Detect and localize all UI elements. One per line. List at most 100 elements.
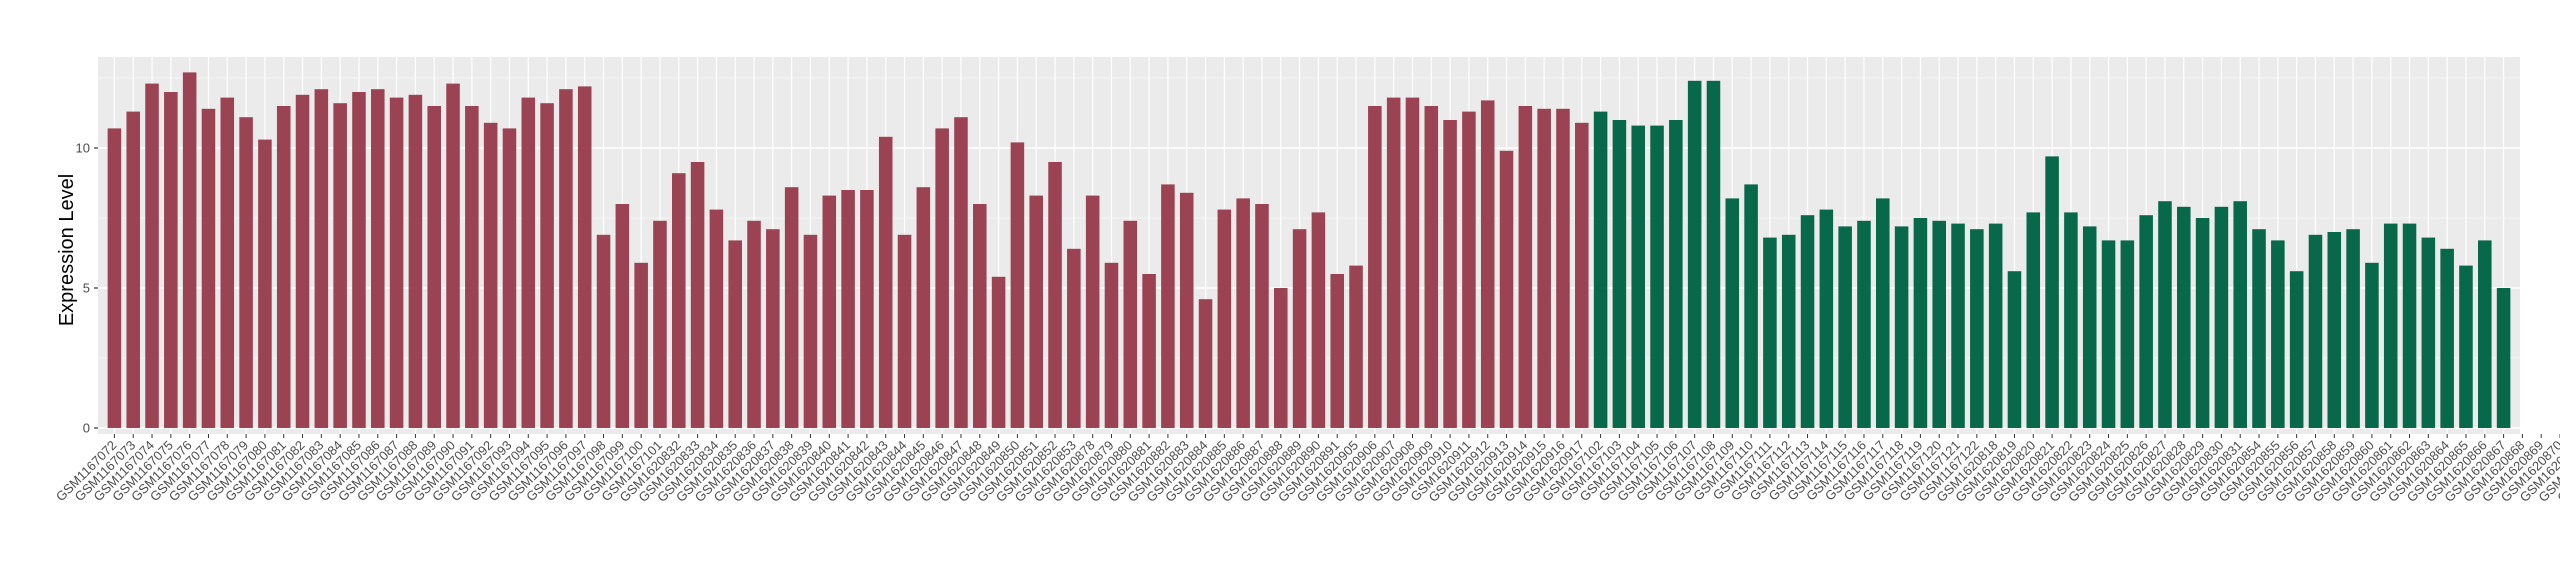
bar-GSM1620859 (2346, 229, 2360, 428)
bar-GSM1167092 (483, 122, 498, 429)
bar-GSM1167098 (596, 234, 611, 428)
bar-GSM1167087 (389, 97, 404, 428)
bar-GSM1167100 (634, 262, 648, 428)
y-axis-title: Expression Level (56, 174, 78, 326)
bar-GSM1620820 (2026, 212, 2041, 428)
bar-GSM1620849 (991, 276, 1006, 428)
bar-GSM1620851 (1029, 195, 1043, 428)
bar-GSM1620830 (2214, 206, 2229, 428)
bar-GSM1167099 (615, 204, 630, 428)
bar-GSM1620838 (784, 187, 799, 428)
bar-GSM1167091 (465, 106, 479, 428)
bar-GSM1167086 (371, 89, 385, 428)
bar-GSM1620860 (2365, 262, 2379, 428)
bar-GSM1620907 (1386, 97, 1401, 428)
bar-GSM1167120 (1932, 220, 1946, 428)
bar-GSM1620846 (935, 128, 949, 428)
bar-GSM1167077 (201, 108, 216, 429)
bar-GSM1167110 (1744, 184, 1758, 428)
bar-GSM1620823 (2082, 226, 2097, 428)
bar-GSM1167112 (1781, 234, 1796, 428)
bar-GSM1620827 (2158, 201, 2172, 428)
bar-GSM1620883 (1179, 192, 1194, 428)
bar-GSM1620831 (2233, 201, 2247, 428)
bar-GSM1167096 (559, 89, 573, 428)
bar-GSM1620913 (1499, 150, 1514, 429)
bar-GSM1167084 (333, 103, 347, 428)
bar-GSM1620842 (860, 190, 874, 428)
bar-GSM1620829 (2195, 218, 2210, 428)
bar-GSM1620852 (1048, 162, 1062, 428)
bar-GSM1620853 (1067, 248, 1081, 428)
bar-GSM1167108 (1706, 80, 1721, 429)
bar-GSM1620822 (2064, 212, 2078, 428)
bar-GSM1167082 (295, 94, 310, 429)
bar-GSM1620879 (1104, 262, 1119, 428)
bar-GSM1167105 (1650, 125, 1664, 428)
bar-GSM1167116 (1857, 220, 1871, 428)
bar-GSM1620854 (2252, 229, 2266, 428)
bar-GSM1620857 (2308, 234, 2323, 428)
bar-GSM1620862 (2402, 223, 2417, 428)
bar-GSM1620832 (672, 173, 686, 428)
bars (107, 72, 2511, 429)
bar-GSM1620910 (1443, 120, 1457, 428)
bar-GSM1167109 (1725, 198, 1740, 428)
bar-GSM1620839 (803, 234, 818, 428)
bar-GSM1167089 (427, 106, 441, 428)
bar-GSM1167079 (239, 117, 253, 428)
bar-GSM1620867 (2496, 288, 2511, 428)
bar-GSM1620845 (916, 187, 931, 428)
bar-GSM1620864 (2440, 248, 2454, 428)
bar-GSM1167118 (1894, 226, 1909, 428)
bar-GSM1620855 (2271, 240, 2285, 428)
bar-GSM1620835 (728, 240, 742, 428)
bar-GSM1620915 (1537, 108, 1551, 429)
bar-GSM1620881 (1142, 274, 1156, 428)
bar-GSM1167075 (164, 92, 178, 428)
plot-panel (98, 57, 2520, 434)
bar-GSM1167119 (1913, 218, 1928, 428)
bar-GSM1620880 (1123, 220, 1138, 428)
bar-GSM1620912 (1480, 100, 1495, 429)
bar-GSM1620837 (766, 229, 780, 428)
bar-GSM1620824 (2101, 240, 2116, 428)
bar-GSM1620916 (1556, 108, 1570, 429)
y-tick-label: 10 (76, 141, 90, 156)
bar-GSM1620850 (1010, 142, 1025, 428)
bar-GSM1620886 (1236, 198, 1250, 428)
bar-GSM1167085 (352, 92, 366, 428)
bar-GSM1620861 (2383, 223, 2398, 428)
bar-GSM1167107 (1687, 80, 1702, 429)
bar-GSM1620917 (1575, 122, 1589, 429)
y-axis: 0 5 10 (76, 141, 98, 436)
bar-GSM1620833 (690, 162, 705, 428)
bar-GSM1620905 (1349, 265, 1363, 428)
bar-GSM1167114 (1819, 209, 1834, 428)
bar-GSM1620863 (2421, 237, 2436, 428)
bar-GSM1620821 (2045, 156, 2059, 428)
bar-GSM1167106 (1669, 120, 1683, 428)
bar-GSM1620834 (709, 209, 724, 428)
bar-GSM1620909 (1424, 106, 1439, 428)
bar-GSM1620911 (1462, 111, 1476, 428)
bar-GSM1620888 (1274, 288, 1288, 428)
bar-GSM1620826 (2139, 215, 2153, 428)
bar-GSM1620865 (2459, 265, 2473, 428)
bar-GSM1167095 (540, 103, 554, 428)
bar-GSM1620844 (897, 234, 912, 428)
bar-GSM1620882 (1161, 184, 1175, 428)
bar-GSM1167078 (220, 97, 235, 428)
bar-GSM1620889 (1292, 229, 1307, 428)
bar-GSM1167074 (145, 83, 159, 428)
bar-GSM1167122 (1970, 229, 1984, 428)
bar-GSM1620848 (973, 204, 987, 428)
bar-GSM1620828 (2177, 206, 2191, 428)
bar-GSM1620908 (1405, 97, 1420, 428)
bar-GSM1167072 (107, 128, 122, 428)
bar-GSM1620891 (1330, 274, 1344, 428)
bar-GSM1167101 (653, 220, 667, 428)
bar-GSM1167111 (1763, 237, 1777, 428)
bar-GSM1620836 (747, 220, 761, 428)
